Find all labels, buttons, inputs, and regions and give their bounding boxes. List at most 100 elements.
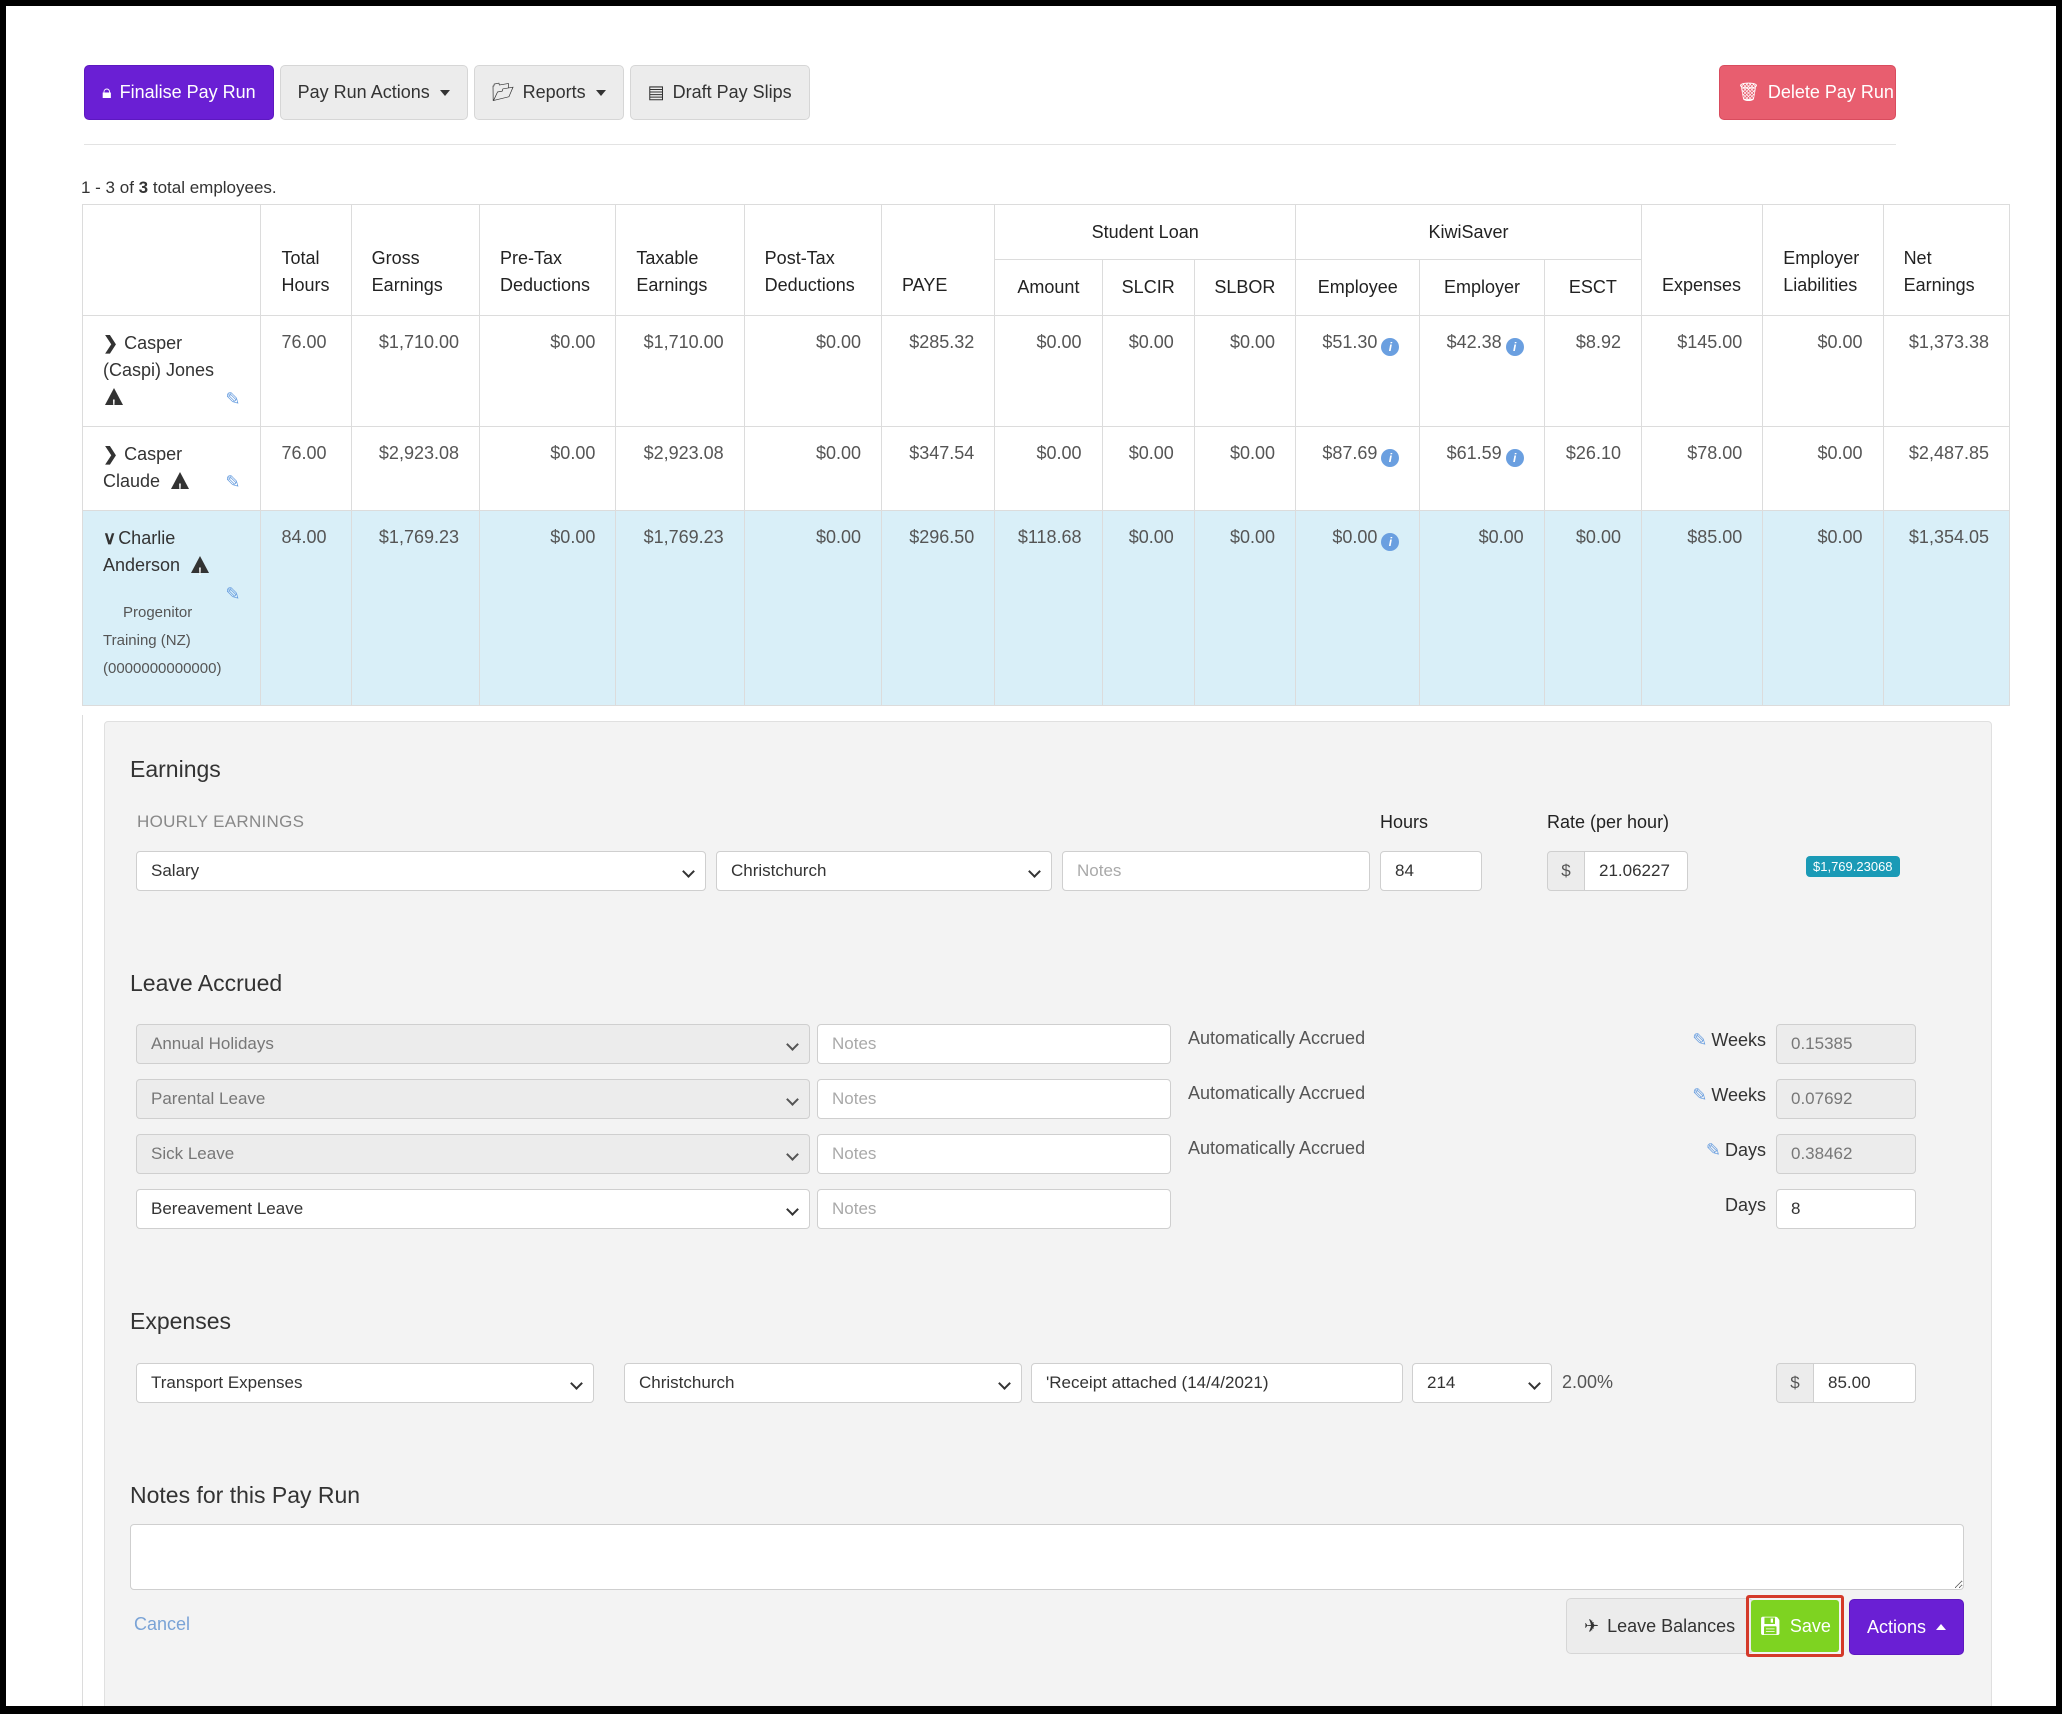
cell-liabilities: $0.00 bbox=[1762, 426, 1884, 511]
expense-type-select[interactable]: Transport Expenses bbox=[136, 1363, 594, 1403]
actions-button[interactable]: Actions bbox=[1849, 1599, 1964, 1655]
pay-run-notes-textarea[interactable] bbox=[130, 1524, 1964, 1590]
chevron-down-icon[interactable]: ∨ bbox=[103, 528, 117, 548]
leave-status: Automatically Accrued bbox=[1188, 1138, 1366, 1158]
expense-code-select[interactable]: 214 bbox=[1412, 1363, 1552, 1403]
info-icon[interactable]: i bbox=[1381, 338, 1400, 356]
earnings-location-select[interactable]: Christchurch bbox=[716, 851, 1052, 891]
cell-pretax: $0.00 bbox=[478, 426, 617, 511]
currency-addon: $ bbox=[1547, 851, 1585, 891]
header-gross-earnings: Gross Earnings bbox=[350, 204, 481, 316]
caret-up-icon bbox=[1936, 1624, 1947, 1630]
divider bbox=[82, 715, 83, 1706]
table-row-selected[interactable]: ∨Charlie Anderson ✎ Progenitor Training … bbox=[81, 510, 2011, 706]
pencil-icon[interactable]: ✎ bbox=[1705, 1140, 1721, 1160]
cell-slbor: $0.00 bbox=[1193, 426, 1297, 511]
leave-value-input[interactable]: 8 bbox=[1776, 1189, 1916, 1229]
employee-name-cell[interactable]: ❯Casper (Caspi) Jones ✎ bbox=[81, 315, 262, 427]
draft-pay-slips-button[interactable]: ▤ Draft Pay Slips bbox=[629, 65, 810, 120]
cell-taxable: $1,710.00 bbox=[615, 315, 745, 427]
hours-input[interactable]: 84 bbox=[1380, 851, 1482, 891]
cell-expenses: $145.00 bbox=[1640, 315, 1764, 427]
list-alt-icon: ▤ bbox=[647, 82, 665, 102]
delete-pay-run-button[interactable]: 🗑︎ Delete Pay Run bbox=[1719, 65, 1896, 120]
chevron-right-icon[interactable]: ❯ bbox=[103, 444, 119, 464]
leave-type-select[interactable]: Sick Leave bbox=[136, 1134, 810, 1174]
leave-value-input[interactable]: 0.15385 bbox=[1776, 1024, 1916, 1064]
employee-count: 1 - 3 of 3 total employees. bbox=[81, 178, 277, 197]
info-icon[interactable]: i bbox=[1505, 338, 1524, 356]
leave-value-input[interactable]: 0.38462 bbox=[1776, 1134, 1916, 1174]
expense-amount-input[interactable]: 85.00 bbox=[1813, 1363, 1916, 1403]
leave-unit-label[interactable]: ✎ Weeks bbox=[1692, 1030, 1766, 1050]
leave-type-select[interactable]: Parental Leave bbox=[136, 1079, 810, 1119]
divider bbox=[84, 144, 1896, 145]
reports-button[interactable]: 📂︎ Reports bbox=[473, 65, 624, 120]
save-highlight: 💾︎ Save bbox=[1746, 1595, 1844, 1657]
leave-value-input[interactable]: 0.07692 bbox=[1776, 1079, 1916, 1119]
cell-sl-amount: $0.00 bbox=[994, 426, 1103, 511]
pencil-icon[interactable]: ✎ bbox=[225, 472, 241, 492]
expenses-title: Expenses bbox=[130, 1308, 232, 1334]
employee-name-cell[interactable]: ∨Charlie Anderson ✎ Progenitor Training … bbox=[81, 510, 262, 706]
chevron-right-icon[interactable]: ❯ bbox=[103, 333, 119, 353]
table-row[interactable]: ❯Casper (Caspi) Jones ✎ 76.00 $1,710.00 … bbox=[81, 315, 2011, 427]
info-icon[interactable]: i bbox=[1381, 533, 1400, 551]
earnings-notes-input[interactable]: Notes bbox=[1062, 851, 1370, 891]
leave-status: Automatically Accrued bbox=[1188, 1083, 1366, 1103]
leave-status: Automatically Accrued bbox=[1188, 1028, 1366, 1048]
table-row[interactable]: ❯Casper Claude ✎ 76.00 $2,923.08 $0.00 $… bbox=[81, 426, 2011, 511]
cell-slcir: $0.00 bbox=[1101, 315, 1195, 427]
expense-location-select[interactable]: Christchurch bbox=[624, 1363, 1022, 1403]
hourly-earnings-label: HOURLY EARNINGS bbox=[137, 812, 305, 831]
cell-taxable: $2,923.08 bbox=[615, 426, 745, 511]
pay-run-actions-button[interactable]: Pay Run Actions bbox=[279, 65, 468, 120]
pencil-icon[interactable]: ✎ bbox=[1692, 1030, 1708, 1050]
header-posttax-deductions: Post-Tax Deductions bbox=[743, 204, 883, 316]
pencil-icon[interactable]: ✎ bbox=[1692, 1085, 1708, 1105]
header-esct: ESCT bbox=[1543, 259, 1642, 316]
cell-esct: $8.92 bbox=[1543, 315, 1642, 427]
save-button[interactable]: 💾︎ Save bbox=[1751, 1600, 1839, 1652]
rate-input[interactable]: 21.06227 bbox=[1584, 851, 1688, 891]
earnings-type-select[interactable]: Salary bbox=[136, 851, 706, 891]
header-sl-amount: Amount bbox=[994, 259, 1103, 316]
employee-name-cell[interactable]: ❯Casper Claude ✎ bbox=[81, 426, 262, 511]
header-employer-liabilities: Employer Liabilities bbox=[1762, 204, 1884, 316]
leave-balances-button[interactable]: ✈︎ Leave Balances bbox=[1566, 1598, 1754, 1654]
cell-net: $2,487.85 bbox=[1882, 426, 2011, 511]
warning-icon bbox=[171, 472, 190, 502]
cell-ks-employer: $61.59 i bbox=[1419, 426, 1545, 511]
expense-notes-input[interactable]: 'Receipt attached (14/4/2021) bbox=[1031, 1363, 1403, 1403]
cell-ks-employer: $0.00 bbox=[1419, 510, 1545, 706]
pay-run-page: 🔒︎ Finalise Pay Run Pay Run Actions 📂︎ R… bbox=[6, 6, 2056, 1706]
pencil-icon[interactable]: ✎ bbox=[225, 584, 241, 604]
leave-type-select[interactable]: Annual Holidays bbox=[136, 1024, 810, 1064]
leave-unit-label[interactable]: ✎ Days bbox=[1705, 1140, 1766, 1160]
cell-sl-amount: $0.00 bbox=[994, 315, 1103, 427]
header-kiwisaver: KiwiSaver bbox=[1295, 204, 1642, 260]
cell-paye: $347.54 bbox=[881, 426, 996, 511]
leave-type-select[interactable]: Bereavement Leave bbox=[136, 1189, 810, 1229]
finalise-pay-run-button[interactable]: 🔒︎ Finalise Pay Run bbox=[84, 65, 274, 120]
employee-org-info: Progenitor Training (NZ) (0000000000000) bbox=[103, 604, 222, 677]
cell-taxable: $1,769.23 bbox=[615, 510, 745, 706]
leave-notes-input[interactable]: Notes bbox=[817, 1024, 1171, 1064]
cell-posttax: $0.00 bbox=[743, 426, 883, 511]
cell-slcir: $0.00 bbox=[1101, 510, 1195, 706]
leave-notes-input[interactable]: Notes bbox=[817, 1079, 1171, 1119]
leave-notes-input[interactable]: Notes bbox=[817, 1134, 1171, 1174]
cell-expenses: $85.00 bbox=[1640, 510, 1764, 706]
cell-pretax: $0.00 bbox=[478, 510, 617, 706]
cancel-link[interactable]: Cancel bbox=[134, 1614, 191, 1634]
info-icon[interactable]: i bbox=[1381, 449, 1400, 467]
cell-slbor: $0.00 bbox=[1193, 315, 1297, 427]
info-icon[interactable]: i bbox=[1505, 449, 1524, 467]
earnings-title: Earnings bbox=[130, 756, 221, 782]
cell-paye: $285.32 bbox=[881, 315, 996, 427]
leave-unit-label: Days bbox=[1724, 1195, 1766, 1215]
leave-unit-label[interactable]: ✎ Weeks bbox=[1692, 1085, 1766, 1105]
pencil-icon[interactable]: ✎ bbox=[225, 389, 241, 409]
currency-addon: $ bbox=[1776, 1363, 1814, 1403]
leave-notes-input[interactable]: Notes bbox=[817, 1189, 1171, 1229]
